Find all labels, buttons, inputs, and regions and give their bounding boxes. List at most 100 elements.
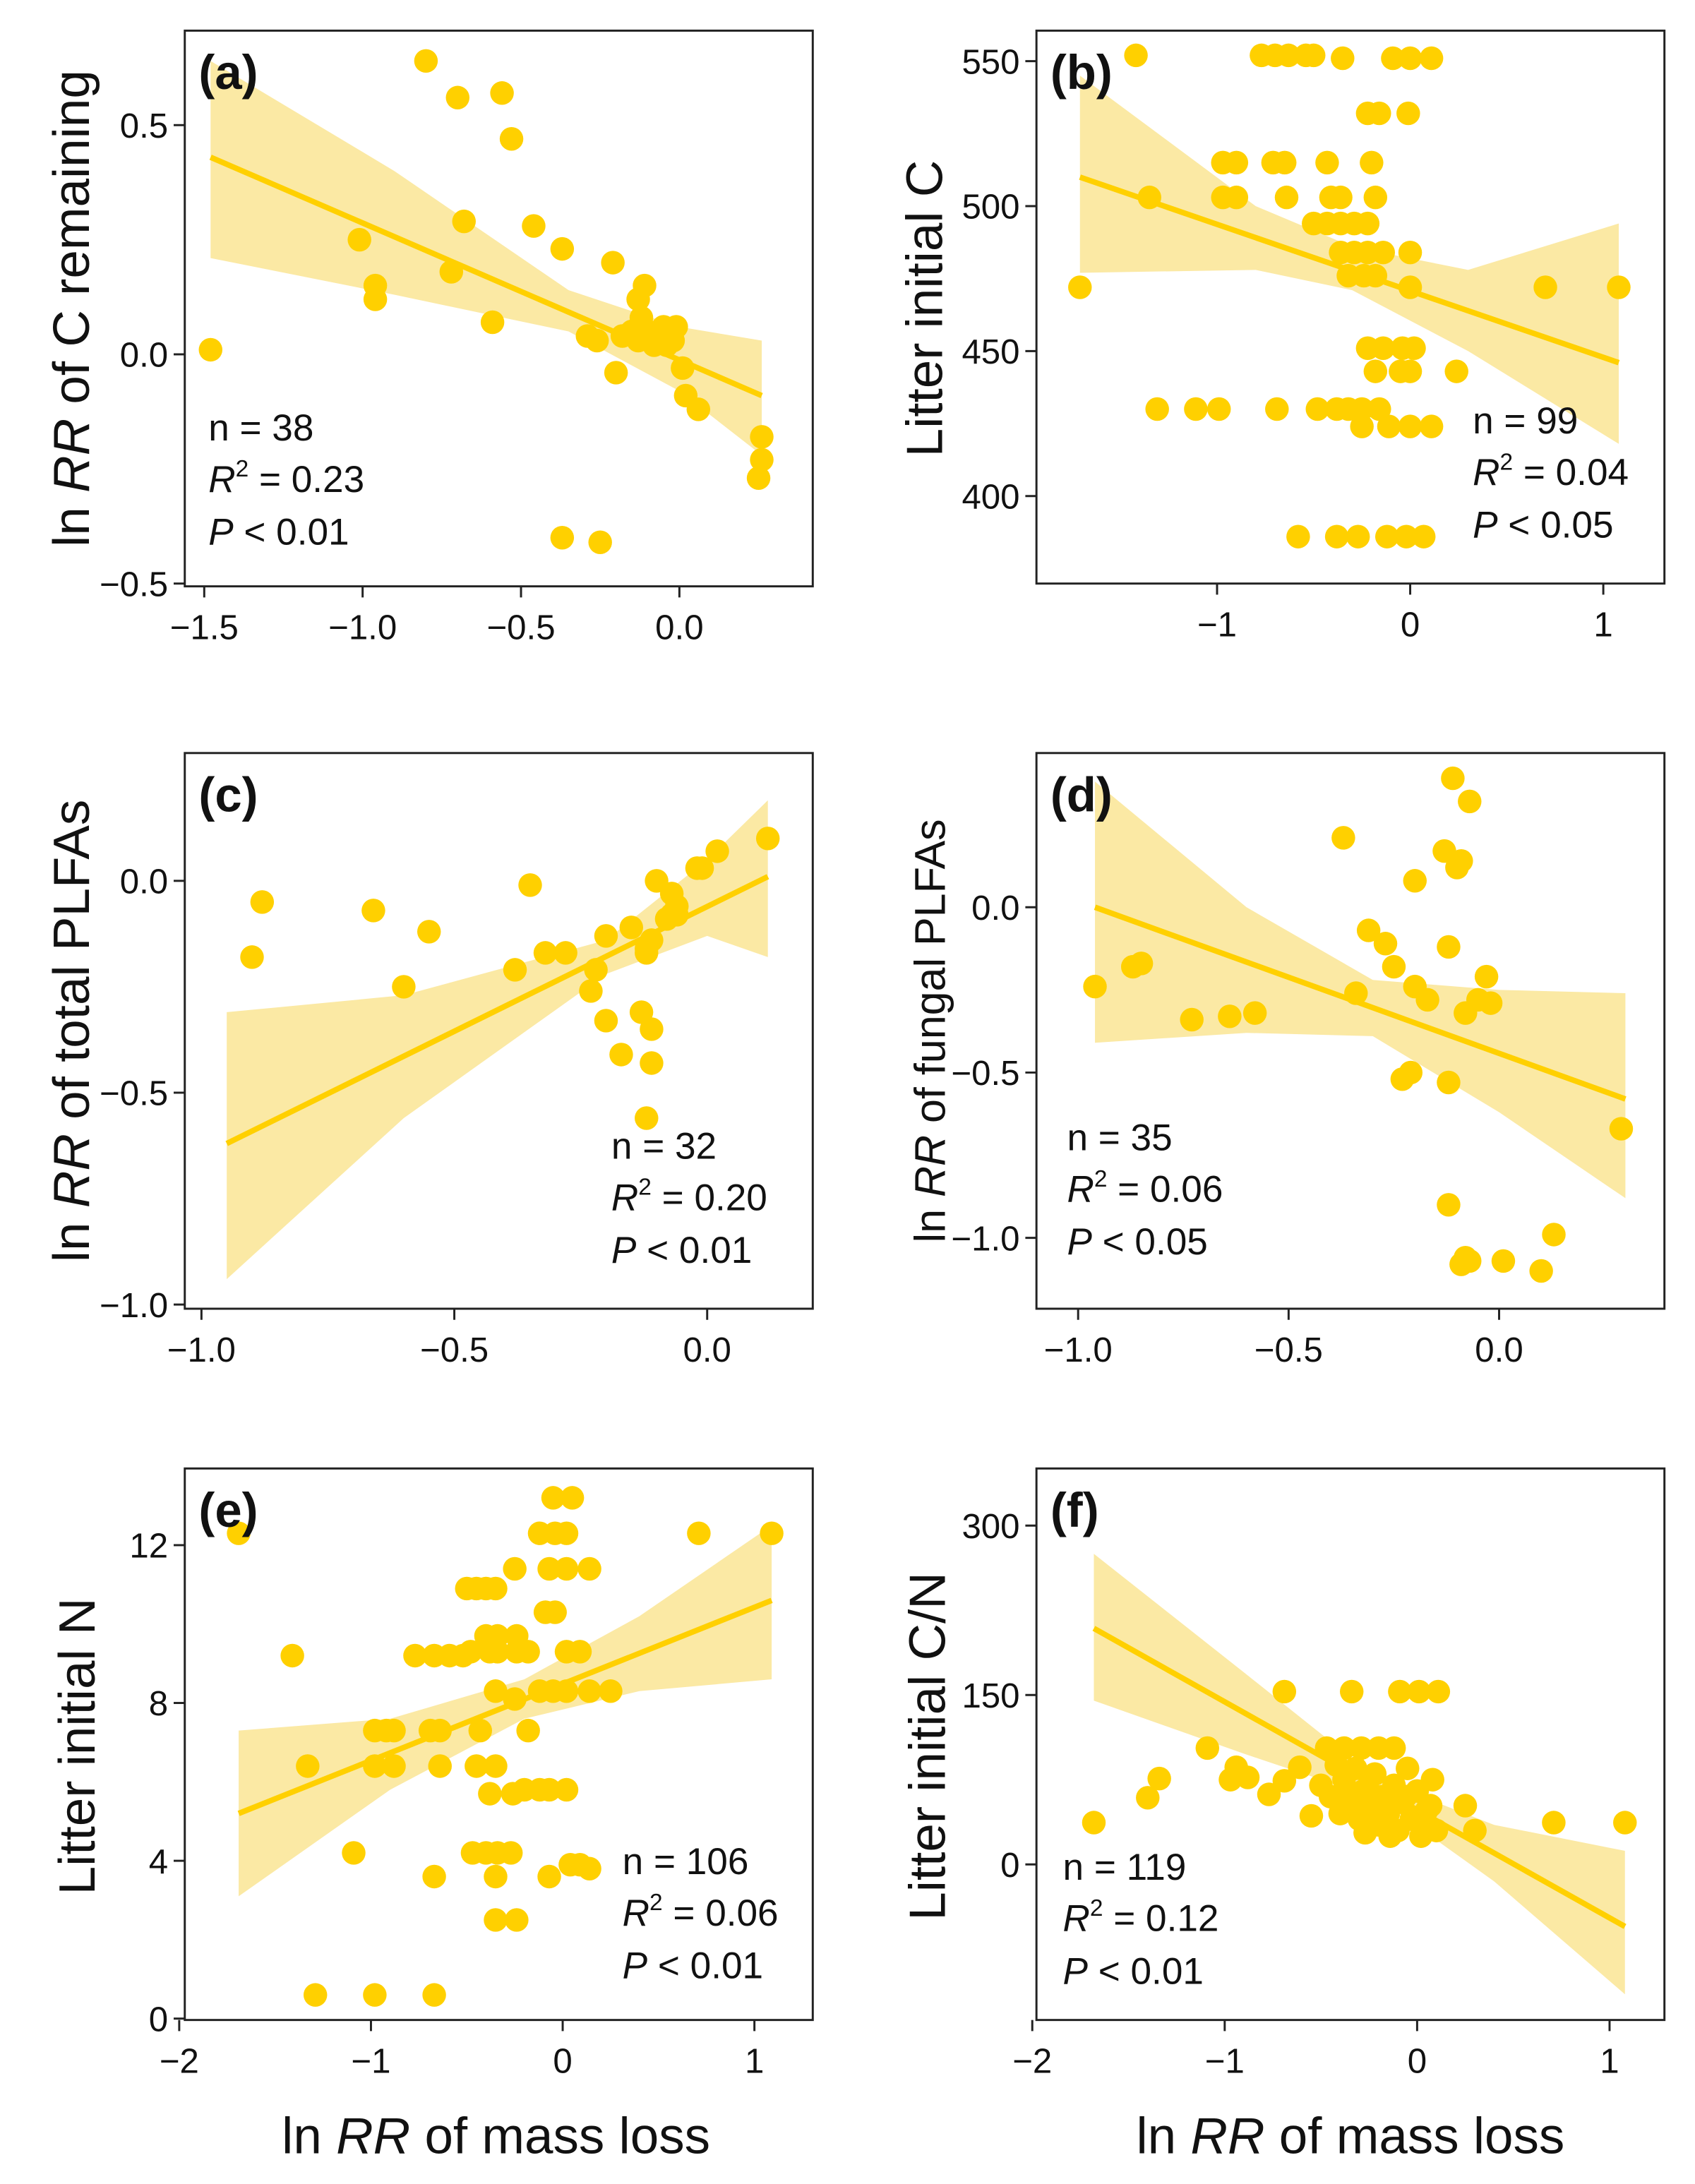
y-tick-label: 12: [129, 1527, 168, 1566]
data-point: [1184, 397, 1208, 421]
data-point: [1407, 1679, 1431, 1704]
data-point: [686, 397, 711, 421]
data-point: [1411, 524, 1436, 548]
y-tick-label: 0.0: [120, 863, 168, 901]
x-tick-label: 1: [745, 2041, 764, 2080]
data-point: [1367, 101, 1391, 126]
data-point: [1466, 988, 1490, 1012]
data-point: [1336, 1779, 1360, 1803]
data-point: [1224, 150, 1249, 175]
data-point: [537, 1864, 561, 1889]
data-point: [382, 1754, 406, 1778]
data-point: [1068, 275, 1092, 299]
data-point: [484, 1679, 508, 1703]
plot-area: [225, 800, 780, 1280]
y-tick-label: 500: [962, 188, 1019, 227]
data-point: [1373, 932, 1398, 956]
stat-p: P < 0.05: [1473, 505, 1613, 546]
data-point: [1533, 275, 1557, 299]
data-point: [1437, 935, 1461, 959]
data-point: [594, 1009, 618, 1033]
data-point: [1145, 397, 1169, 421]
data-point: [1453, 1794, 1478, 1818]
data-point: [579, 979, 603, 1003]
data-point: [1331, 826, 1355, 850]
data-point: [1542, 1811, 1566, 1835]
data-point: [604, 361, 628, 385]
data-point: [1265, 397, 1289, 421]
data-point: [577, 1556, 601, 1581]
data-point: [1350, 397, 1374, 421]
data-point: [1242, 1001, 1267, 1025]
x-axis-label: ln RR of mass loss: [282, 2108, 710, 2165]
data-point: [1305, 397, 1329, 421]
data-point: [516, 1718, 540, 1743]
panel-label: (a): [198, 45, 258, 100]
plot-frame: [1035, 752, 1666, 1310]
data-point: [1315, 150, 1339, 175]
data-point: [1276, 43, 1300, 68]
panel-d: −1.0 −0.5 0.0 0.0 −0.5 −1.0 (d) n = 35 R2 = 0.06…: [906, 752, 1666, 1369]
data-point: [705, 839, 729, 863]
regression-line: [1079, 174, 1620, 366]
data-point: [543, 1600, 567, 1624]
data-point: [1609, 1117, 1634, 1141]
data-point: [1402, 336, 1426, 360]
data-point: [518, 873, 542, 897]
panel-label: (f): [1050, 1483, 1099, 1537]
data-point: [1403, 869, 1427, 893]
data-point: [599, 1679, 623, 1703]
confidence-band: [239, 1525, 772, 1897]
data-point: [554, 1521, 579, 1545]
data-point: [452, 209, 476, 234]
data-point: [1542, 1223, 1566, 1247]
y-axis-label: Litter initial C: [896, 160, 953, 457]
plot-frame: [1035, 1467, 1666, 2022]
x-tick-label: 1: [1600, 2041, 1619, 2080]
stat-p: P < 0.01: [611, 1230, 752, 1271]
stat-r2: R2 = 0.04: [1473, 449, 1629, 493]
x-tick-label: −1.0: [1044, 1331, 1113, 1369]
data-point: [1444, 359, 1468, 383]
data-point: [503, 1556, 527, 1581]
y-tick-label: 0: [1000, 1846, 1019, 1885]
data-point: [280, 1643, 304, 1668]
data-point: [588, 530, 612, 554]
regression-line: [237, 1597, 773, 1816]
data-point: [1474, 964, 1499, 989]
data-point: [1180, 1007, 1204, 1032]
data-point: [1207, 397, 1231, 421]
data-point: [227, 1521, 251, 1545]
data-point: [484, 1864, 508, 1889]
stat-n: n = 106: [623, 1841, 749, 1883]
data-point: [533, 941, 558, 965]
x-tick-label: −1: [1197, 605, 1237, 644]
data-point: [1426, 1679, 1451, 1704]
data-point: [635, 1106, 659, 1130]
data-point: [1396, 101, 1420, 126]
y-tick-label: 150: [962, 1676, 1019, 1715]
data-point: [1355, 211, 1380, 236]
data-point: [1286, 524, 1310, 548]
y-axis-label: Litter initial N: [49, 1598, 106, 1895]
data-point: [1288, 1755, 1312, 1780]
stat-p: P < 0.01: [1063, 1950, 1204, 1992]
data-point: [1454, 1246, 1478, 1270]
data-point: [1349, 1736, 1374, 1760]
data-point: [1367, 397, 1391, 421]
data-point: [760, 1521, 784, 1545]
data-point: [1147, 1766, 1171, 1791]
data-point: [1274, 185, 1299, 210]
data-point: [1350, 414, 1374, 438]
panel-label: (b): [1050, 45, 1113, 100]
data-point: [198, 337, 223, 362]
data-point: [554, 1556, 579, 1581]
plot-area: [1082, 1554, 1637, 1995]
data-point: [619, 916, 644, 940]
data-point: [485, 1624, 510, 1648]
panel-b: −1 0 1 550 500 450 400 (b) n = 99 R2 = 0.04 P < 0.…: [896, 29, 1666, 644]
data-point: [505, 1908, 529, 1932]
data-point: [1458, 789, 1482, 814]
stat-p: P < 0.01: [208, 512, 349, 553]
data-point: [1331, 46, 1355, 71]
